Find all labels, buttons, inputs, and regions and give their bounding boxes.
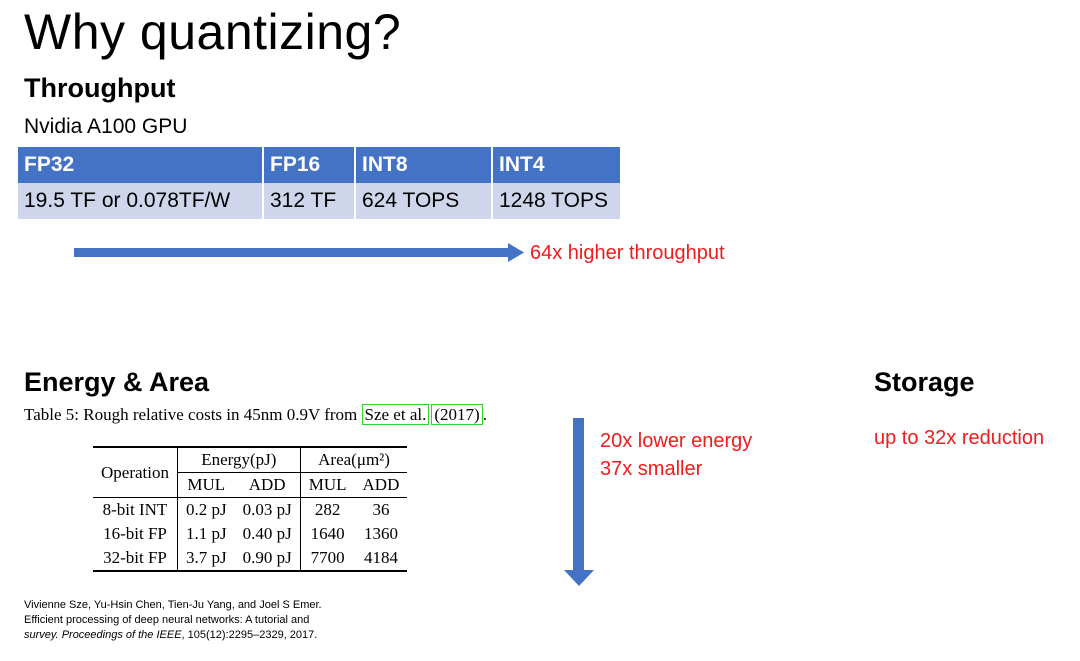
row-energy-mul: 3.7 pJ [177, 546, 235, 572]
storage-reduction-label: up to 32x reduction [874, 427, 1045, 449]
value-int8: 624 TOPS [355, 183, 493, 219]
throughput-heading: Throughput [24, 73, 176, 103]
storage-heading: Storage [874, 367, 975, 397]
table-caption: Table 5: Rough relative costs in 45nm 0.… [24, 404, 487, 425]
throughput-gain-label: 64x higher throughput [530, 242, 725, 264]
row-op: 16-bit FP [93, 522, 178, 546]
throughput-header-row: FP32 FP16 INT8 INT4 [18, 147, 620, 183]
reference-citation: Vivienne Sze, Yu-Hsin Chen, Tien-Ju Yang… [24, 598, 322, 643]
row-energy-mul: 1.1 pJ [185, 524, 227, 543]
value-fp16: 312 TF [263, 183, 356, 219]
sub-energy-add: ADD [234, 472, 301, 498]
reference-details: , 105(12):2295–2329, 2017. [181, 629, 318, 641]
row-energy-add: 0.40 pJ [234, 522, 301, 546]
sub-area-mul: MUL [300, 472, 355, 498]
energy-arrow-icon [564, 418, 594, 586]
row-area-add: 4184 [354, 546, 408, 572]
row-area-mul: 1640 [310, 524, 345, 543]
energy-area-table: Operation Energy(pJ) Area(μm²) MUL ADD M… [93, 446, 408, 572]
header-fp32: FP32 [18, 147, 264, 183]
col-area: Area(μm²) [300, 446, 408, 473]
col-energy: Energy(pJ) [177, 446, 301, 473]
row-area-mul: 282 [314, 500, 341, 519]
row-energy-add: 0.03 pJ [234, 497, 301, 522]
value-fp32: 19.5 TF or 0.078TF/W [18, 183, 264, 219]
row-area-add: 1360 [363, 524, 398, 543]
row-energy-mul: 0.2 pJ [185, 500, 227, 519]
citation-year-link[interactable]: (2017) [431, 404, 483, 425]
row-op: 32-bit FP [93, 546, 178, 572]
header-int8: INT8 [355, 147, 493, 183]
table-row: 16-bit FP 1.1 pJ 0.40 pJ 1640 1360 [93, 522, 407, 546]
caption-end: . [482, 405, 487, 424]
row-energy-add: 0.90 pJ [234, 546, 301, 572]
row-op: 8-bit INT [93, 497, 178, 522]
header-int4: INT4 [492, 147, 620, 183]
table-row: 32-bit FP 3.7 pJ 0.90 pJ 7700 4184 [93, 546, 408, 572]
area-gain-label: 37x smaller [600, 458, 703, 480]
throughput-value-row: 19.5 TF or 0.078TF/W 312 TF 624 TOPS 124… [18, 183, 620, 219]
header-fp16: FP16 [263, 147, 356, 183]
sub-energy-mul: MUL [177, 472, 235, 498]
table-row: 8-bit INT 0.2 pJ 0.03 pJ 282 36 [93, 497, 407, 522]
reference-line: Vivienne Sze, Yu-Hsin Chen, Tien-Ju Yang… [24, 599, 322, 611]
reference-journal: survey. Proceedings of the IEEE [24, 629, 182, 641]
energy-gain-label: 20x lower energy [600, 430, 753, 452]
row-area-mul: 7700 [300, 546, 355, 572]
reference-line: survey. Proceedings of the IEEE, 105(12)… [24, 628, 322, 643]
citation-link[interactable]: Sze et al. [361, 404, 430, 425]
throughput-arrow-icon [74, 243, 524, 262]
energy-area-heading: Energy & Area [24, 367, 210, 397]
throughput-table: FP32 FP16 INT8 INT4 19.5 TF or 0.078TF/W… [18, 147, 620, 219]
sub-area-add: ADD [354, 472, 408, 498]
col-operation: Operation [93, 446, 178, 498]
gpu-name: Nvidia A100 GPU [24, 115, 188, 138]
caption-text: Table 5: Rough relative costs in 45nm 0.… [24, 405, 362, 424]
value-int4: 1248 TOPS [492, 183, 620, 219]
reference-line: Efficient processing of deep neural netw… [24, 614, 310, 626]
slide-title: Why quantizing? [24, 4, 402, 60]
row-area-add: 36 [372, 500, 390, 519]
